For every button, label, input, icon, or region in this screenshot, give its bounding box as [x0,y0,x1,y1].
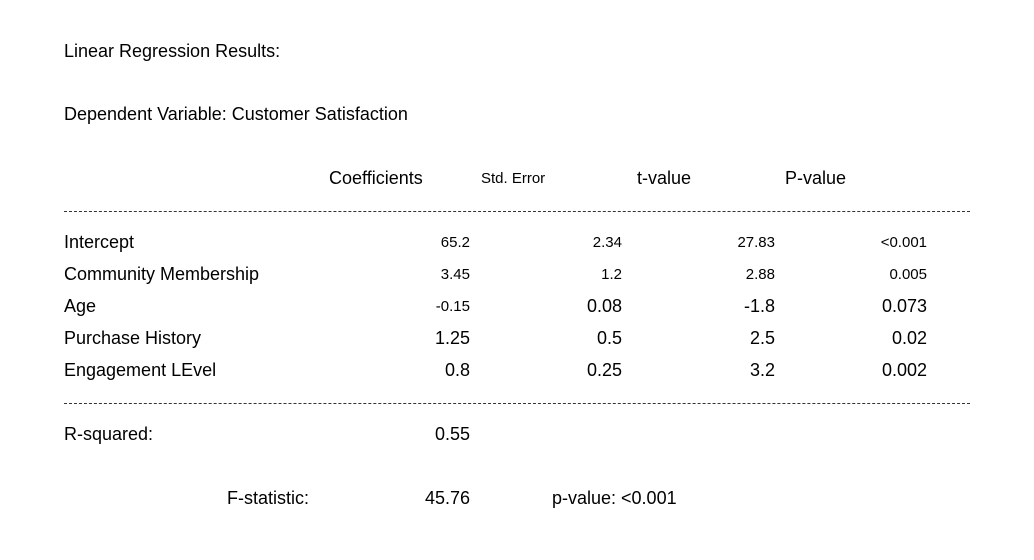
header-coefficients: Coefficients [329,168,423,188]
row-label-intercept: Intercept [64,232,135,252]
header-std-error: Std. Error [481,170,546,187]
coef-engagement-level: 0.8 [444,360,470,380]
p-intercept: <0.001 [880,234,927,251]
coef-intercept: 65.2 [440,234,470,251]
t-age: -1.8 [743,296,775,316]
f-statistic-label: F-statistic: [227,488,310,508]
row-label-community-membership: Community Membership [64,264,260,284]
table-top-divider [64,211,970,212]
r-squared-label: R-squared: [64,424,154,444]
row-label-purchase-history: Purchase History [64,328,202,348]
t-engagement-level: 3.2 [749,360,775,380]
p-engagement-level: 0.002 [881,360,927,380]
coef-age: -0.15 [435,298,470,315]
header-p-value: P-value [785,168,847,188]
r-squared-value: 0.55 [434,424,470,444]
p-community-membership: 0.005 [889,266,927,283]
se-intercept: 2.34 [592,234,622,251]
table-bottom-divider [64,403,970,404]
row-label-engagement-level: Engagement LEvel [64,360,217,380]
coef-community-membership: 3.45 [440,266,470,283]
header-t-value: t-value [637,168,692,188]
se-age: 0.08 [586,296,622,316]
row-label-age: Age [64,296,97,316]
t-intercept: 27.83 [737,234,775,251]
model-p-value: p-value: <0.001 [552,488,677,508]
page-title: Linear Regression Results: [64,41,281,61]
se-community-membership: 1.2 [601,266,622,283]
p-age: 0.073 [881,296,927,316]
t-community-membership: 2.88 [745,266,775,283]
se-purchase-history: 0.5 [596,328,622,348]
dependent-variable-label: Dependent Variable: Customer Satisfactio… [64,104,408,124]
f-statistic-value: 45.76 [424,488,470,508]
se-engagement-level: 0.25 [586,360,622,380]
t-purchase-history: 2.5 [749,328,775,348]
p-purchase-history: 0.02 [891,328,927,348]
coef-purchase-history: 1.25 [434,328,470,348]
